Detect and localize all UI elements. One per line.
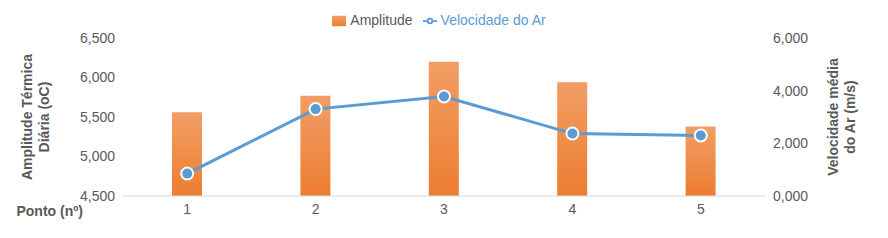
svg-text:6,000: 6,000 — [80, 69, 115, 85]
svg-text:3: 3 — [440, 201, 448, 217]
svg-text:4,000: 4,000 — [773, 83, 808, 99]
svg-text:5,000: 5,000 — [80, 148, 115, 164]
svg-text:5: 5 — [697, 201, 705, 217]
svg-text:4: 4 — [569, 201, 577, 217]
svg-text:1: 1 — [183, 201, 191, 217]
svg-text:6,500: 6,500 — [80, 30, 115, 46]
svg-text:Amplitude TérmicaDiária (oC): Amplitude TérmicaDiária (oC) — [19, 54, 52, 180]
svg-text:5,500: 5,500 — [80, 109, 115, 125]
svg-text:6,000: 6,000 — [773, 30, 808, 46]
svg-text:4,500: 4,500 — [80, 188, 115, 204]
svg-text:Ponto (nº): Ponto (nº) — [16, 203, 83, 219]
html-text:Amplitude: Amplitude — [350, 12, 413, 28]
svg-text:Velocidade médiado Ar (m/s): Velocidade médiado Ar (m/s) — [825, 58, 858, 176]
html-text:Velocidade do Ar: Velocidade do Ar — [440, 12, 546, 28]
svg-text:0,000: 0,000 — [773, 188, 808, 204]
svg-text:2: 2 — [312, 201, 320, 217]
svg-text:2,000: 2,000 — [773, 135, 808, 151]
